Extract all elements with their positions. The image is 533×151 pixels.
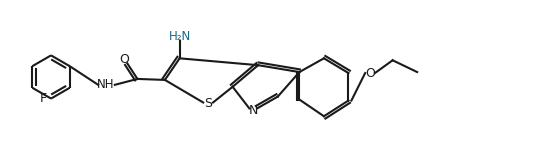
- Text: O: O: [120, 53, 130, 66]
- Text: NH: NH: [97, 78, 115, 91]
- Text: O: O: [365, 67, 375, 80]
- Text: F: F: [39, 92, 47, 105]
- Text: H₂N: H₂N: [168, 30, 191, 43]
- Text: N: N: [248, 104, 258, 117]
- Text: S: S: [204, 97, 212, 110]
